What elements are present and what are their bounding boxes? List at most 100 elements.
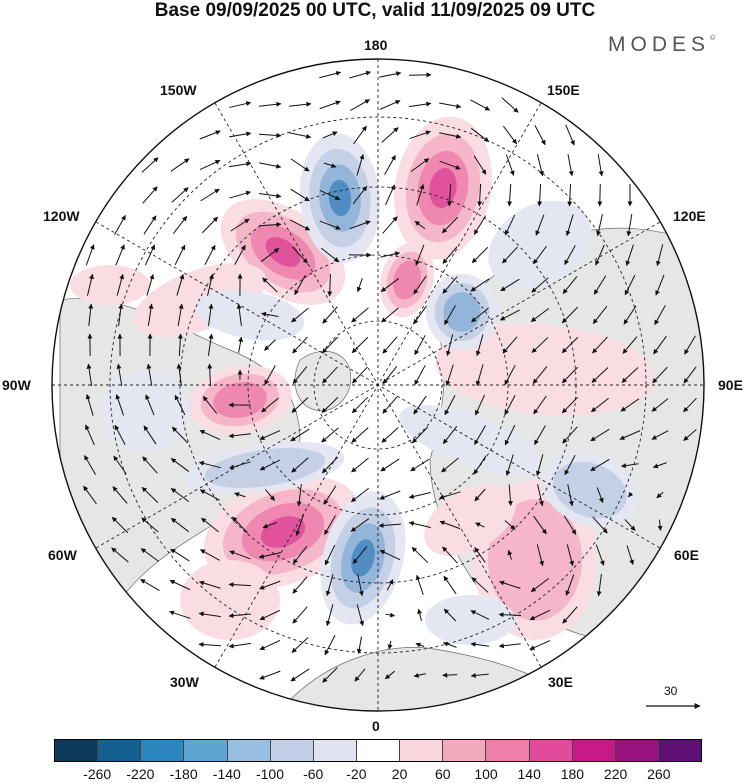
map-boundary [51,58,705,712]
wind-vector [171,426,189,444]
wind-vector [199,130,221,140]
wind-vector [207,333,214,356]
wind-vector [229,550,251,560]
wind-vector [144,244,156,266]
wind-vector [590,428,610,442]
wind-vector [561,306,579,324]
wind-vector [356,278,363,293]
wind-vector [504,214,516,236]
wind-vector [652,366,668,384]
wind-vector [327,273,333,297]
wind-vector [533,395,547,415]
wind-vector [565,214,574,237]
wind-vector [259,430,281,440]
lon-label-60e: 60E [674,547,699,563]
wind-vector [142,456,158,474]
wind-vector [177,333,183,357]
colorbar-tick: 20 [391,766,408,782]
positive-anomaly [70,265,150,305]
wind-vector [143,215,157,235]
wind-vector [470,99,491,111]
wind-vector [380,278,400,292]
wind-vector [321,427,339,443]
wind-vector [474,488,486,502]
wind-vector [445,334,454,357]
colorbar-swatch [98,740,142,761]
wind-vector [536,544,545,567]
wind-vector [378,522,402,528]
wind-vector [530,308,550,322]
wind-vector [413,672,426,678]
wind-vector [473,155,487,175]
wind-vector [620,463,639,469]
colorbar-swatch [270,740,314,761]
anomaly-contour [488,200,592,290]
wind-vector [382,216,398,234]
wind-vector [319,220,341,230]
wind-vector [170,158,190,172]
wind-vector [477,183,483,207]
wind-vector [259,639,281,651]
wind-vector [619,430,641,440]
wind-vector [319,70,342,79]
colorbar-swatch [486,740,530,761]
colorbar-swatch [529,740,573,761]
wind-vector [442,546,458,564]
wind-vectors [83,70,697,683]
anomaly-contour [100,370,190,450]
wind-vector [200,188,220,202]
wind-vector [295,514,304,536]
wind-vector [262,521,278,529]
colorbar-swatch [184,740,228,761]
wind-vector [199,549,220,561]
wind-vector [169,579,191,591]
wind-vector [321,456,339,474]
wind-vector [475,394,485,416]
wind-vector [529,609,551,621]
wind-vector [259,101,282,107]
modes-logo: MODES© [608,33,715,57]
wind-vector [416,184,425,206]
colorbar-tick: -140 [212,766,241,782]
anomaly-contour [180,560,280,640]
wind-vector [444,395,456,416]
wind-vector [442,672,458,678]
wind-vector [442,641,457,648]
wind-vector [116,273,125,296]
wind-vector [592,516,608,534]
wind-vector [590,458,610,472]
lon-label-30e: 30E [548,674,573,690]
wind-vector [228,461,251,470]
wind-vector [413,305,427,325]
colorbar-swatch [400,740,444,761]
wind-vector [321,336,339,354]
wind-vector [625,244,634,266]
wind-vector [319,190,341,200]
wind-vector [201,517,219,533]
wind-vector [143,425,157,445]
wind-vector [438,491,461,500]
wind-vector [198,460,221,469]
wind-vector [176,273,185,296]
lon-label-90e: 90E [718,377,743,393]
wind-vector [352,366,368,384]
wind-vector [655,244,664,267]
wind-vector [531,277,549,293]
wind-vector [443,575,457,595]
wind-vector [473,455,487,475]
colorbar-tick-labels: -260 -220 -180 -140 -100 -60 -20 20 60 100 140 180 2… [0,766,750,783]
wind-vector [290,188,310,202]
wind-vector [352,185,368,204]
lon-label-120e: 120E [673,208,706,224]
wind-vector [683,397,697,413]
anomaly-contour [70,265,150,305]
positive-anomaly [380,242,434,318]
colorbar-tick: 260 [647,766,671,782]
wind-vector [502,336,518,354]
wind-vector [567,183,573,207]
wind-vector [199,159,221,171]
wind-vector [504,395,516,416]
wind-vector [562,606,578,624]
wind-vector [414,365,426,386]
positive-anomaly [424,483,516,557]
